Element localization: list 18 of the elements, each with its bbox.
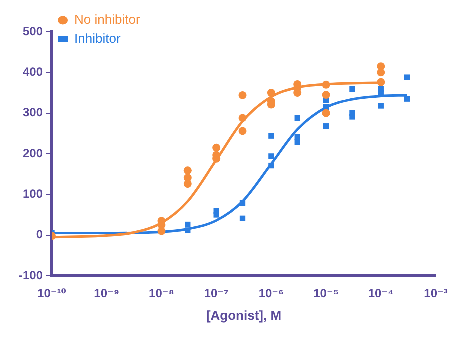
y-tick-label: 100 <box>22 186 44 201</box>
legend-label: Inhibitor <box>74 31 122 46</box>
x-tick-label: 10⁻⁸ <box>149 286 174 301</box>
y-tick-label: 400 <box>22 64 44 79</box>
x-tick-label: 10⁻⁷ <box>204 286 229 301</box>
x-tick-label: 10⁻³ <box>424 286 448 301</box>
y-tick-label: 200 <box>22 146 44 160</box>
y-tick-label: 300 <box>22 106 44 120</box>
x-tick-label: 10⁻⁵ <box>314 286 339 301</box>
x-tick-label: 10⁻⁹ <box>94 286 120 301</box>
x-tick-label: 10⁻¹⁰ <box>38 286 66 301</box>
x-tick-label: 10⁻⁶ <box>258 286 284 301</box>
y-tick-label: 0 <box>36 228 44 242</box>
legend-label: No inhibitor <box>74 12 141 28</box>
x-tick-label: 10⁻⁴ <box>368 286 394 301</box>
y-tick-label: -100 <box>18 268 44 282</box>
x-axis-title: [Agonist], M <box>206 308 282 323</box>
y-tick-label: 500 <box>22 24 44 38</box>
